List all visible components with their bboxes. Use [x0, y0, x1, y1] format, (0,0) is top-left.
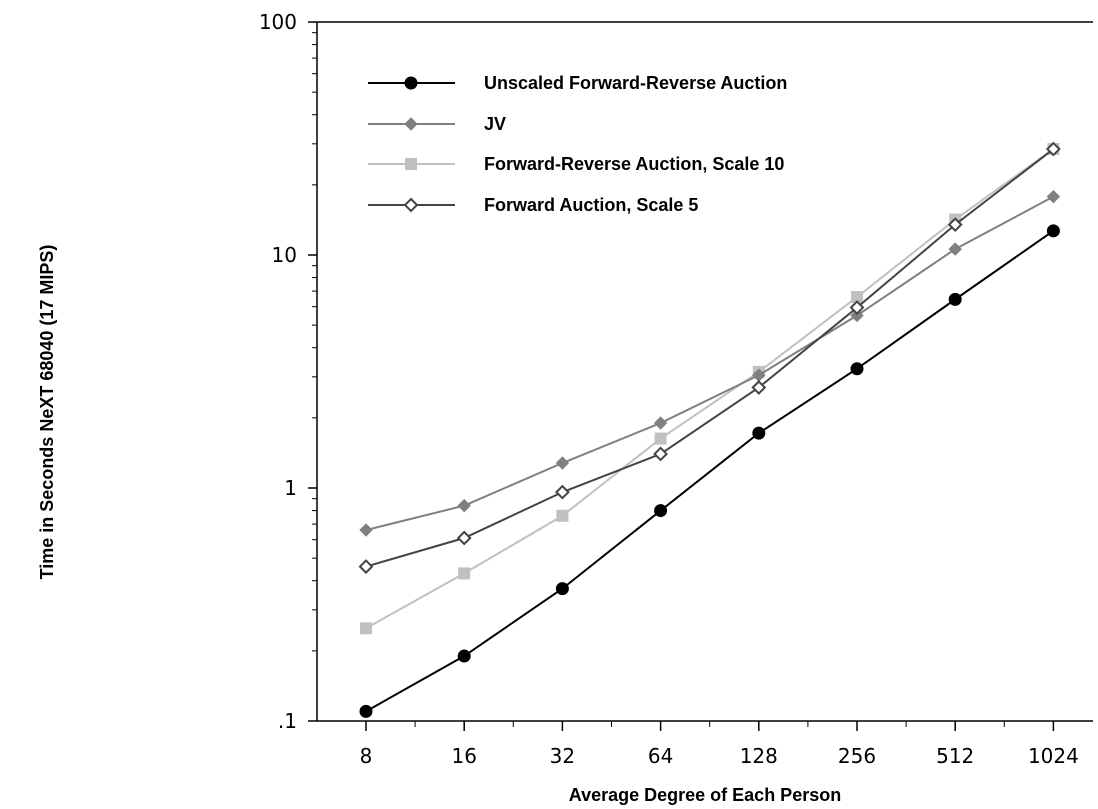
legend-entry: JV — [368, 114, 506, 134]
x-axis-title: Average Degree of Each Person — [569, 785, 841, 805]
data-point — [948, 242, 962, 256]
data-point — [850, 308, 864, 323]
x-tick-label: 128 — [740, 744, 778, 768]
data-point — [457, 649, 471, 663]
legend-label: JV — [484, 114, 506, 134]
data-point — [654, 504, 668, 518]
data-point — [457, 498, 471, 513]
data-point — [947, 217, 963, 233]
data-point — [405, 158, 417, 170]
x-tick-label: 1024 — [1028, 744, 1079, 768]
data-point — [358, 559, 374, 574]
data-point — [404, 117, 418, 131]
legend-label: Forward Auction, Scale 5 — [484, 195, 698, 215]
series-layer — [358, 141, 1061, 718]
data-point — [653, 416, 668, 430]
data-point — [456, 530, 472, 546]
y-tick-label: 100 — [259, 10, 297, 34]
series-2 — [360, 143, 1060, 635]
data-point — [849, 300, 865, 315]
axes: .1 1 10 100 8 16 32 64 128 256 512 1024 — [259, 10, 1093, 768]
x-tick-label: 64 — [648, 744, 673, 768]
x-tick-label: 512 — [936, 744, 974, 768]
data-point — [1045, 141, 1061, 157]
data-point — [360, 622, 372, 635]
series-line — [365, 195, 1054, 532]
series-0 — [359, 224, 1060, 718]
y-tick-label: 10 — [272, 243, 297, 267]
data-point — [1046, 224, 1060, 238]
legend-entry: Unscaled Forward-Reverse Auction — [368, 73, 787, 93]
y-tick-label: .1 — [278, 709, 297, 733]
x-tick-label: 32 — [550, 744, 575, 768]
data-point — [948, 292, 962, 306]
data-point — [850, 362, 864, 376]
x-tick-label: 256 — [838, 744, 876, 768]
data-point — [359, 704, 373, 718]
data-point — [403, 197, 419, 213]
series-line — [365, 148, 1054, 630]
legend-label: Unscaled Forward-Reverse Auction — [484, 73, 787, 93]
legend-entry: Forward Auction, Scale 5 — [368, 195, 698, 215]
data-point — [404, 76, 418, 90]
x-tick-label: 8 — [360, 744, 373, 768]
data-point — [751, 380, 767, 395]
data-point — [555, 456, 570, 470]
series-3 — [358, 141, 1061, 574]
data-point — [554, 484, 570, 500]
series-line — [365, 148, 1055, 568]
data-point — [359, 523, 373, 537]
series-line — [365, 229, 1054, 713]
x-tick-label: 16 — [451, 744, 476, 768]
data-point — [458, 567, 471, 580]
data-point — [653, 446, 669, 462]
legend-entry: Forward-Reverse Auction, Scale 10 — [368, 154, 784, 174]
data-point — [556, 509, 569, 522]
series-1 — [359, 189, 1061, 537]
y-axis-title: Time in Seconds NeXT 68040 (17 MIPS) — [37, 245, 57, 580]
data-point — [654, 432, 667, 445]
legend: Unscaled Forward-Reverse Auction JV Forwar… — [368, 73, 787, 215]
data-point — [752, 426, 766, 440]
y-tick-label: 1 — [284, 476, 297, 500]
data-point — [555, 582, 569, 596]
legend-label: Forward-Reverse Auction, Scale 10 — [484, 154, 784, 174]
data-point — [1046, 189, 1061, 204]
